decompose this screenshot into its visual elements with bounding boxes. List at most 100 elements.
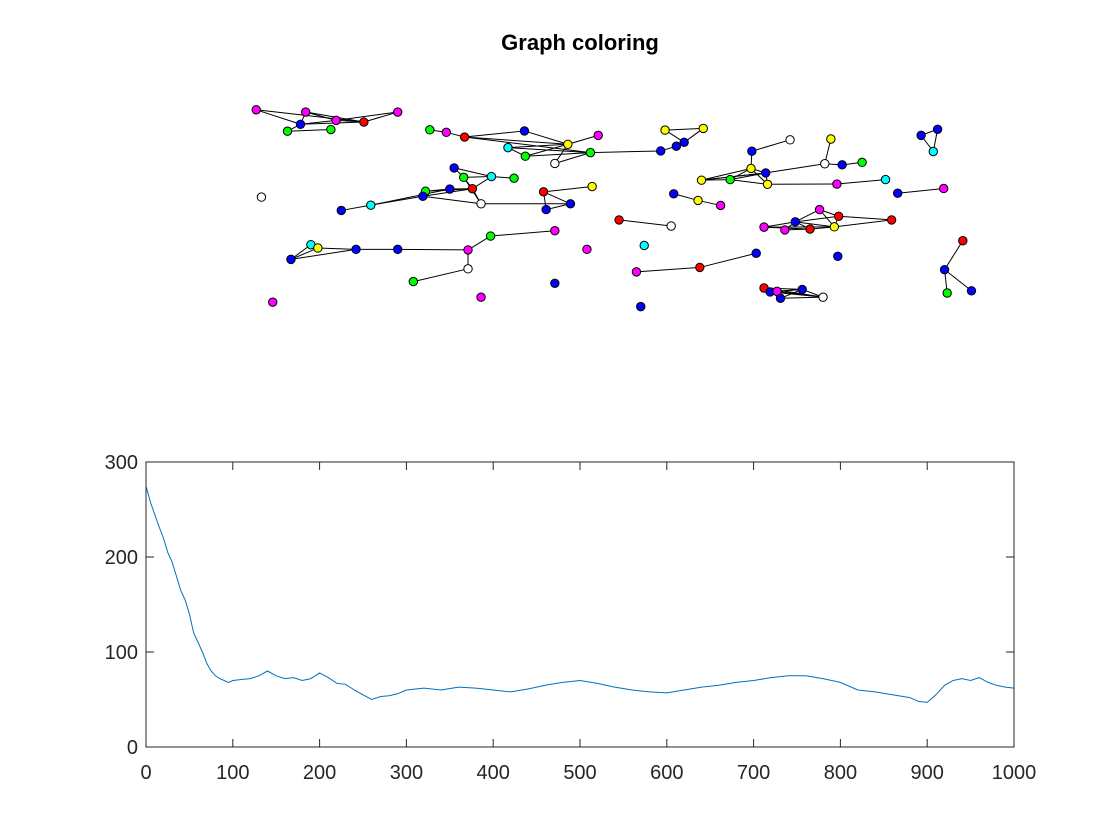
graph-node xyxy=(857,157,867,168)
y-tick-label: 0 xyxy=(127,737,138,759)
graph-node xyxy=(886,215,897,225)
graph-node xyxy=(916,130,926,141)
graph-edge xyxy=(256,109,364,123)
graph-node xyxy=(351,244,361,255)
graph-node xyxy=(550,226,560,236)
graph-node xyxy=(958,236,968,246)
graph-node xyxy=(775,293,786,303)
graph-node xyxy=(814,204,825,215)
graph-edge xyxy=(765,163,825,174)
graph-edge xyxy=(836,179,886,185)
graph-edge xyxy=(543,191,571,205)
graph-edge xyxy=(256,109,301,125)
graph-edge xyxy=(619,219,672,227)
line-plot: 0 100 200 300 400 500 600 700 800 900 1000 0 100 200… xyxy=(105,452,1037,784)
graph-edge xyxy=(317,247,357,250)
graph-node xyxy=(693,195,703,206)
graph-node xyxy=(476,199,486,209)
x-axis-ticks: 0 100 200 300 400 500 600 700 800 900 1000 xyxy=(140,462,1036,784)
graph-node xyxy=(463,264,473,274)
graph-edge xyxy=(524,130,568,145)
graph-node xyxy=(759,222,769,232)
graph-node xyxy=(938,183,949,194)
graph-node xyxy=(585,147,596,158)
graph-node xyxy=(441,127,452,138)
graph-node xyxy=(751,248,761,258)
graph-node xyxy=(593,130,603,141)
x-tick-label: 800 xyxy=(824,762,857,784)
graph-node xyxy=(928,146,938,157)
x-tick-label: 300 xyxy=(390,762,423,784)
graph-node xyxy=(892,188,903,198)
graph-edge xyxy=(454,167,492,178)
graph-node xyxy=(820,159,830,169)
graph-edge xyxy=(464,136,591,154)
graph-edge xyxy=(464,136,568,145)
x-tick-label: 700 xyxy=(737,762,770,784)
graph-node xyxy=(790,217,800,227)
graph-node xyxy=(761,168,771,178)
graph-edge xyxy=(730,179,768,185)
graph-node xyxy=(833,211,844,221)
graph-node xyxy=(829,222,840,232)
graph-node xyxy=(696,175,707,185)
graph-node xyxy=(563,139,573,149)
graph-node xyxy=(669,189,679,199)
graph-node xyxy=(725,174,735,185)
graph-node xyxy=(485,231,496,241)
graph-node xyxy=(313,243,323,253)
graph-edge xyxy=(370,195,423,206)
graph-node xyxy=(550,278,560,288)
graph-node xyxy=(458,172,469,183)
graph-edge xyxy=(290,247,319,260)
y-tick-label: 200 xyxy=(105,547,138,569)
graph-node xyxy=(805,224,815,234)
graph-node xyxy=(636,301,646,312)
graph-edge xyxy=(699,252,757,268)
graph-node xyxy=(286,254,296,265)
graph-node xyxy=(660,125,670,135)
graph-node xyxy=(366,200,376,210)
x-tick-label: 500 xyxy=(563,762,596,784)
graph-node xyxy=(393,244,403,255)
graph-edge xyxy=(567,134,599,145)
graph-node xyxy=(268,297,278,307)
graph-edge xyxy=(834,219,892,228)
graph-node xyxy=(614,215,624,225)
graph-edges xyxy=(256,109,972,299)
graph-node xyxy=(463,245,473,255)
graph-node xyxy=(582,244,592,255)
graph-node xyxy=(832,179,842,189)
graph-node xyxy=(326,124,336,135)
graph-edge xyxy=(336,111,398,121)
graph-edge xyxy=(776,290,824,298)
graph-node xyxy=(408,276,419,287)
graph-edge xyxy=(363,111,398,123)
graph-node xyxy=(503,142,513,153)
graph-edge xyxy=(590,150,661,154)
graph-edge xyxy=(944,269,972,292)
graph-edge xyxy=(795,215,839,223)
graph-node xyxy=(538,187,549,197)
y-tick-label: 100 xyxy=(105,642,138,664)
x-tick-label: 1000 xyxy=(992,762,1037,784)
graph-edge xyxy=(413,268,469,283)
graph-edge xyxy=(507,143,568,149)
graph-node xyxy=(966,286,977,296)
graph-edge xyxy=(780,296,824,299)
graph-node xyxy=(550,158,560,169)
graph-node xyxy=(565,199,576,209)
graph-node xyxy=(833,251,843,262)
graph-edge xyxy=(751,139,791,152)
graph-edge xyxy=(464,130,525,138)
x-tick-label: 900 xyxy=(911,762,944,784)
graph-node xyxy=(295,119,306,129)
graph-edge xyxy=(944,240,964,270)
graph-edge xyxy=(636,266,700,273)
graph-node xyxy=(818,292,828,302)
graph-node xyxy=(418,191,428,201)
graph-edge xyxy=(897,187,944,194)
graph-node xyxy=(393,107,403,117)
graph-edge xyxy=(525,143,568,157)
